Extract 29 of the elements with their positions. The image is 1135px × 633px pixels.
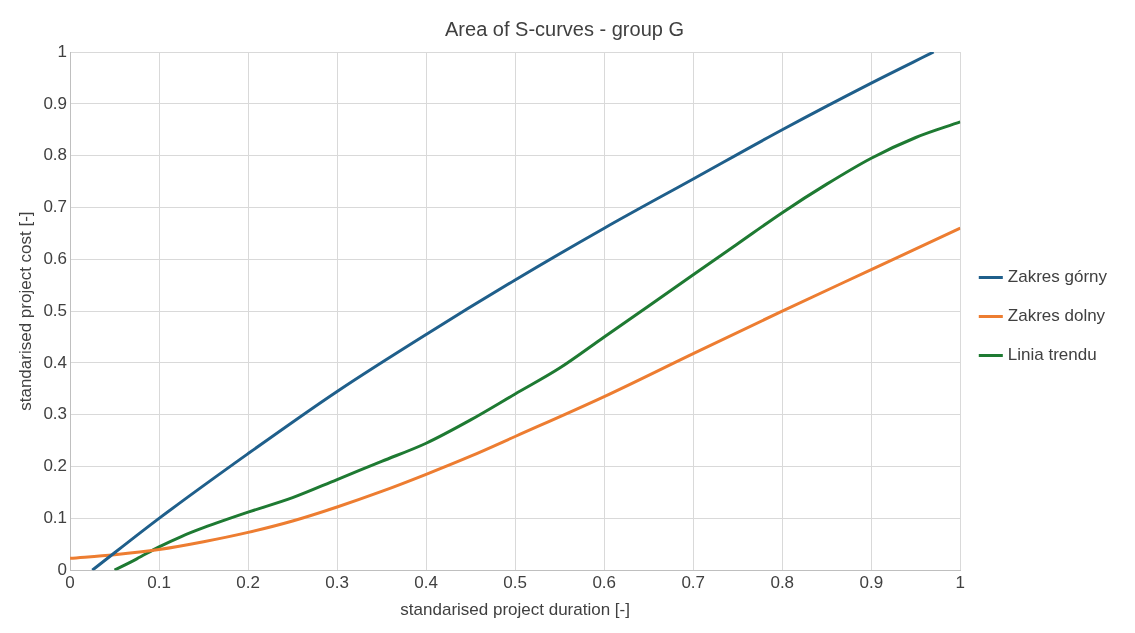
line-series [70,226,961,560]
x-axis-title: standarised project duration [-] [400,600,630,620]
x-tick-label: 0.3 [325,573,349,593]
x-tick-label: 0.4 [414,573,438,593]
y-axis-title: standarised project cost [-] [15,211,35,411]
x-tick-label: 0.7 [681,573,706,593]
x-tick-label: 0.6 [592,573,617,593]
x-tick-label: 0.8 [770,573,795,593]
y-tick-label: 0.7 [43,197,68,217]
y-tick-label: 0.3 [43,404,68,424]
x-tick-label: 0.2 [236,573,260,593]
x-tick-label: 1 [955,573,966,593]
legend-label: Linia trendu [1007,345,1097,365]
x-tick-label: 0.9 [859,573,884,593]
y-tick-label: 0.8 [43,145,68,165]
y-tick-label: 0.9 [43,93,68,113]
chart-title: Area of S-curves - group G [445,17,684,40]
line-series [113,120,961,571]
y-tick-label: 1 [57,41,68,61]
x-tick-label: 0.5 [503,573,527,593]
legend-label: Zakres dolny [1007,306,1106,326]
y-tick-label: 0.5 [43,300,68,320]
y-tick-label: 0.2 [43,456,68,476]
y-tick-label: 0.6 [43,248,68,268]
line-series [90,52,936,571]
x-tick-label: 0.1 [147,573,171,593]
y-tick-label: 0.1 [43,508,68,528]
y-tick-label: 0.4 [43,352,68,372]
legend-label: Zakres górny [1007,267,1108,287]
